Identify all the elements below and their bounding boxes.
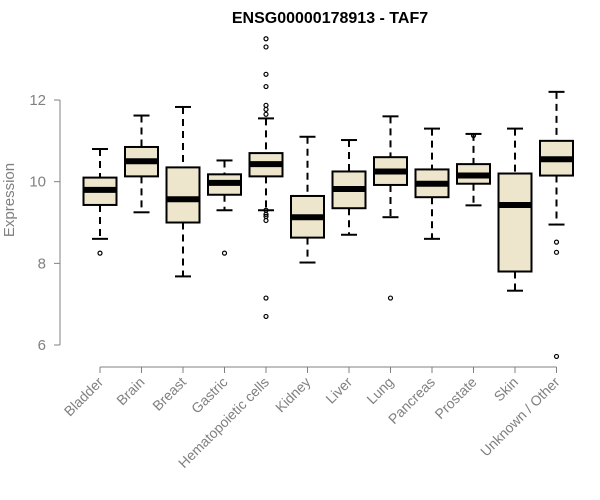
outlier-point [263, 111, 269, 117]
x-tick-label: Liver [322, 374, 355, 407]
outlier-point [97, 250, 103, 256]
outlier-point [553, 353, 560, 360]
y-tick-label: 10 [29, 174, 46, 191]
outlier-point [553, 239, 560, 245]
box-liver [331, 139, 367, 236]
outlier-point [263, 83, 269, 90]
iqr-box [165, 166, 201, 224]
x-tick-label: Lung [363, 374, 396, 407]
box-breast [165, 105, 201, 278]
outlier-point [263, 44, 269, 50]
outlier-point [263, 211, 269, 217]
outlier-point [470, 132, 477, 139]
x-tick-label: Kidney [272, 374, 314, 416]
box-skin [497, 127, 533, 292]
y-axis-label: Expression [1, 163, 18, 237]
outlier-point [263, 106, 269, 113]
box-hematopoietic-cells [248, 36, 284, 320]
outlier-point [263, 102, 269, 108]
x-tick-label: Breast [149, 374, 189, 414]
chart-title: ENSG00000178913 - TAF7 [232, 10, 428, 27]
outlier-point [221, 250, 228, 256]
box-kidney [290, 135, 325, 264]
x-tick-label: Unknown / Other [477, 374, 563, 460]
outlier-point [263, 71, 269, 77]
y-tick-label: 12 [29, 92, 46, 109]
y-axis: 6 8 10 12 [29, 92, 61, 354]
x-tick-label: Skin [491, 374, 522, 405]
outlier-point [387, 295, 394, 301]
y-tick-label: 8 [38, 255, 46, 272]
boxes-group [82, 36, 574, 360]
box-gastric [207, 159, 242, 256]
x-tick-label: Prostate [431, 374, 479, 422]
outlier-point [263, 295, 269, 301]
box-bladder [82, 148, 118, 256]
box-brain [124, 114, 159, 214]
box-pancreas [414, 127, 450, 240]
y-tick-label: 6 [38, 337, 46, 354]
outlier-point [263, 313, 269, 320]
iqr-box [497, 172, 533, 273]
outlier-point [263, 36, 269, 42]
box-unknown-other [539, 90, 574, 360]
x-tick-label: Brain [113, 374, 147, 408]
outlier-point [553, 249, 560, 255]
outlier-point [263, 217, 269, 224]
box-prostate [456, 132, 491, 207]
x-tick-label: Bladder [61, 374, 107, 420]
box-lung [373, 115, 408, 301]
